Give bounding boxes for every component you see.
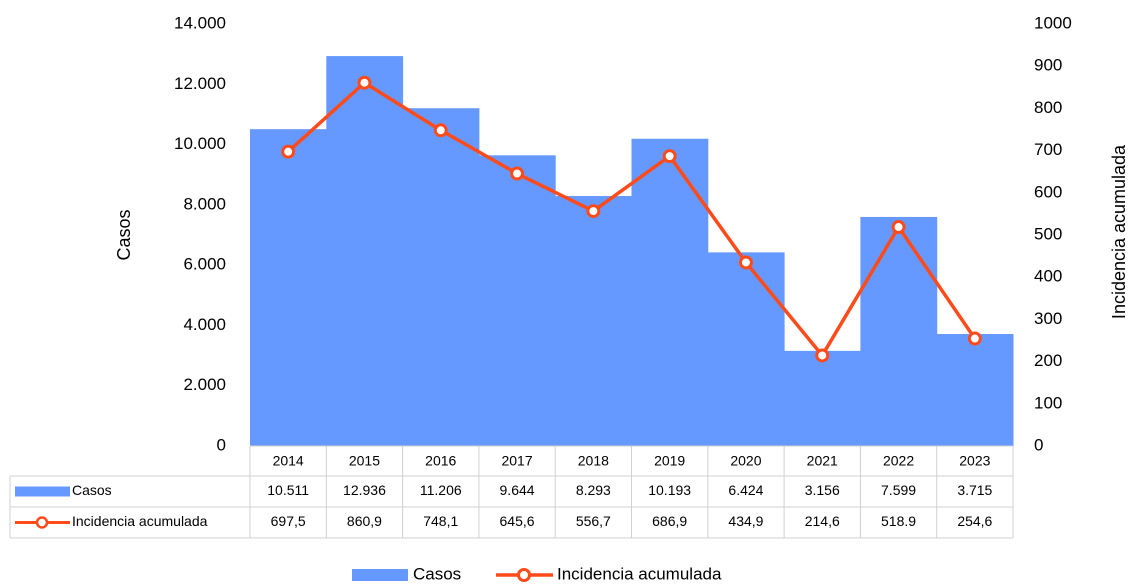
bar (631, 138, 709, 447)
bar (860, 216, 938, 446)
table-value: 748,1 (423, 513, 458, 529)
x-tick-label: 2014 (273, 453, 304, 469)
legend-swatch (352, 569, 408, 581)
table-value: 434,9 (728, 513, 763, 529)
y2-tick-label: 900 (1034, 56, 1062, 75)
table-value: 12.936 (343, 482, 386, 498)
table-value: 518.9 (881, 513, 916, 529)
line-marker (891, 220, 906, 235)
y-axis-title: Casos (114, 209, 134, 260)
y2-tick-label: 700 (1034, 140, 1062, 159)
bar (326, 56, 404, 447)
y-tick-label: 10.000 (174, 134, 226, 153)
x-tick-label: 2015 (349, 453, 380, 469)
x-tick-label: 2019 (654, 453, 685, 469)
y2-tick-label: 300 (1034, 309, 1062, 328)
table-value: 6.424 (728, 482, 763, 498)
y-tick-label: 0 (217, 435, 226, 454)
table-value: 8.293 (576, 482, 611, 498)
bar (402, 108, 480, 446)
line-marker (662, 149, 677, 164)
y2-tick-label: 600 (1034, 182, 1062, 201)
table-value: 860,9 (347, 513, 382, 529)
legend-marker (517, 568, 531, 582)
line-marker (815, 348, 830, 363)
table-value: 556,7 (576, 513, 611, 529)
y2-tick-label: 100 (1034, 393, 1062, 412)
table-value: 686,9 (652, 513, 687, 529)
legend-label: Casos (413, 564, 461, 583)
line-marker (357, 75, 372, 90)
y2-tick-label: 1000 (1034, 13, 1072, 32)
y2-tick-label: 500 (1034, 224, 1062, 243)
table-row-label: Incidencia acumulada (72, 513, 208, 529)
bar (784, 350, 861, 446)
table-value: 10.511 (267, 482, 309, 498)
table-value: 3.715 (957, 482, 992, 498)
y2-tick-label: 800 (1034, 98, 1062, 117)
legend-label: Incidencia acumulada (557, 564, 722, 583)
y-tick-label: 14.000 (174, 13, 226, 32)
bar (478, 155, 556, 446)
y2-axis-title: Incidencia acumulada (1109, 144, 1129, 319)
table-value: 214,6 (805, 513, 840, 529)
y2-tick-label: 200 (1034, 351, 1062, 370)
line-marker (433, 123, 448, 138)
bar (707, 252, 785, 446)
table-value: 9.644 (500, 482, 535, 498)
y2-tick-label: 0 (1034, 435, 1043, 454)
table-value: 697,5 (271, 513, 306, 529)
table-value: 3.156 (805, 482, 840, 498)
table-value: 10.193 (648, 482, 691, 498)
x-tick-label: 2016 (425, 453, 456, 469)
x-tick-label: 2023 (959, 453, 990, 469)
x-tick-label: 2017 (501, 453, 532, 469)
x-tick-label: 2021 (807, 453, 838, 469)
y2-tick-label: 400 (1034, 267, 1062, 286)
line-marker (967, 331, 982, 346)
table-value: 7.599 (881, 482, 916, 498)
table-value: 645,6 (500, 513, 535, 529)
table-row-label: Casos (72, 482, 112, 498)
y-tick-label: 8.000 (183, 194, 226, 213)
y-tick-label: 4.000 (183, 315, 226, 334)
line-marker (281, 144, 296, 159)
line-marker (738, 255, 753, 270)
x-tick-label: 2020 (730, 453, 761, 469)
bar (555, 196, 632, 446)
bar (250, 129, 327, 446)
y-tick-label: 12.000 (174, 74, 226, 93)
x-tick-label: 2018 (578, 453, 609, 469)
y-tick-label: 2.000 (183, 375, 226, 394)
table-legend-swatch (15, 486, 70, 497)
line-marker (510, 166, 525, 181)
table-legend-marker (35, 516, 49, 529)
table-value: 254,6 (957, 513, 992, 529)
bar (936, 334, 1014, 446)
line (286, 80, 977, 359)
x-tick-label: 2022 (883, 453, 914, 469)
y-tick-label: 6.000 (183, 255, 226, 274)
table-value: 11.206 (420, 482, 462, 498)
line-marker (586, 204, 601, 219)
